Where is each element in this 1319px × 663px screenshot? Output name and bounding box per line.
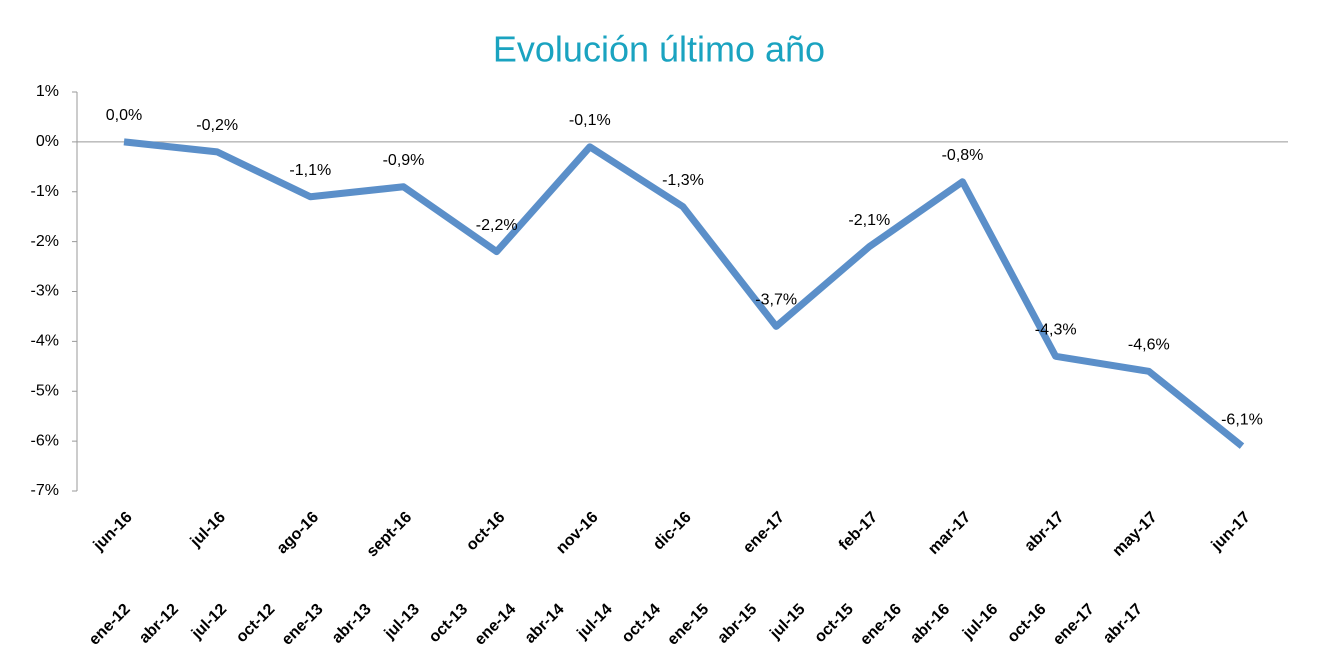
secondary-tick-label: jul-15	[766, 601, 808, 643]
data-label: -4,3%	[1035, 322, 1077, 339]
x-tick-label: sept-16	[364, 509, 416, 561]
secondary-tick-label: ene-14	[472, 601, 520, 649]
secondary-tick-label: abr-12	[136, 601, 182, 647]
y-tick-label: -1%	[31, 183, 59, 200]
x-tick-label: ago-16	[274, 509, 323, 558]
data-label: -2,1%	[848, 212, 890, 229]
x-tick-label: may-17	[1110, 509, 1161, 560]
x-tick-label: jun-17	[1208, 509, 1254, 555]
data-line	[123, 138, 1245, 449]
secondary-tick-label: jul-12	[188, 601, 230, 643]
secondary-tick-label: oct-13	[426, 601, 471, 646]
data-label: -3,7%	[755, 292, 797, 309]
secondary-tick-label: abr-17	[1100, 601, 1146, 647]
secondary-tick-label: oct-14	[619, 601, 664, 646]
data-label: -0,2%	[196, 117, 238, 134]
y-tick-label: -7%	[31, 482, 59, 499]
secondary-tick-label: abr-13	[329, 601, 375, 647]
secondary-tick-label: jul-13	[381, 601, 423, 643]
data-label: -0,8%	[942, 147, 984, 164]
x-tick-label: feb-17	[836, 509, 881, 554]
secondary-tick-label: abr-14	[522, 601, 568, 647]
secondary-tick-label: abr-15	[714, 601, 760, 647]
x-tick-label: mar-17	[925, 509, 974, 558]
y-tick-label: -3%	[31, 283, 59, 300]
secondary-tick-label: abr-16	[907, 601, 953, 647]
y-tick-label: 0%	[36, 133, 59, 150]
chart-title: Evolución último año	[493, 29, 825, 70]
data-label: -0,1%	[569, 112, 611, 129]
secondary-tick-label: ene-16	[857, 601, 905, 649]
data-label: -2,2%	[476, 217, 518, 234]
data-label: -1,1%	[289, 162, 331, 179]
x-tick-label: jul-16	[187, 509, 229, 551]
y-tick-label: -2%	[31, 233, 59, 250]
data-label: -1,3%	[662, 172, 704, 189]
x-tick-label: oct-16	[463, 509, 508, 554]
secondary-tick-label: oct-12	[233, 601, 278, 646]
secondary-tick-label: oct-16	[1004, 601, 1049, 646]
x-tick-label: jun-16	[90, 509, 136, 555]
secondary-tick-label: jul-14	[574, 601, 616, 643]
x-tick-label: dic-16	[650, 509, 695, 554]
secondary-tick-label: jul-16	[959, 601, 1001, 643]
data-label: 0,0%	[106, 107, 142, 124]
y-tick-label: -4%	[31, 333, 59, 350]
data-label: -0,9%	[383, 152, 425, 169]
secondary-tick-label: ene-13	[279, 601, 327, 649]
secondary-tick-label: ene-15	[664, 601, 712, 649]
x-tick-label: nov-16	[553, 509, 602, 558]
secondary-tick-label: ene-17	[1050, 601, 1098, 649]
secondary-tick-label: oct-15	[811, 601, 856, 646]
y-tick-label: -6%	[31, 432, 59, 449]
secondary-tick-label: ene-12	[86, 601, 134, 649]
x-tick-label: ene-17	[740, 509, 788, 557]
y-tick-label: 1%	[36, 83, 59, 100]
data-label: -6,1%	[1221, 411, 1263, 428]
x-tick-label: abr-17	[1021, 509, 1067, 555]
data-label: -4,6%	[1128, 337, 1170, 354]
y-tick-label: -5%	[31, 382, 59, 399]
